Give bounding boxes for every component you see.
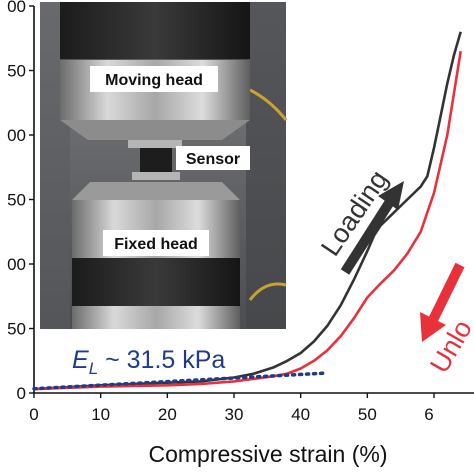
- x-tick-label: 50: [358, 405, 377, 424]
- series-layer: [32, 31, 462, 391]
- y-tick-label: 00: [7, 126, 26, 145]
- sensor-sample: [140, 148, 172, 172]
- loading-arrow: [340, 181, 404, 275]
- modulus-fit-line: [32, 371, 330, 391]
- y-tick-label: 0: [17, 384, 26, 403]
- y-tick-label: 00: [7, 255, 26, 274]
- fixed-head-band: [72, 258, 240, 306]
- modulus-symbol: E: [72, 346, 89, 374]
- fixed-head-label: Fixed head: [114, 236, 198, 253]
- moving-head-top-band: [60, 2, 250, 60]
- x-tick-label: 10: [91, 405, 110, 424]
- y-tick-label: 50: [7, 320, 26, 339]
- x-tick-label: 6: [424, 405, 433, 424]
- x-tick-label: 20: [158, 405, 177, 424]
- moving-head-label: Moving head: [105, 72, 203, 89]
- modulus-value: ~ 31.5 kPa: [98, 346, 225, 374]
- y-tick-label: 00: [7, 0, 26, 16]
- y-ticks: 0 50 00 50 00 50 00: [7, 0, 34, 403]
- y-tick-label: 50: [7, 191, 26, 210]
- modulus-annotation: EL ~ 31.5 kPa: [72, 346, 225, 378]
- loading-curve: [33, 31, 462, 391]
- unloading-arrow: [420, 262, 465, 342]
- inset-photo: Moving head Sensor Fixed head: [40, 2, 288, 329]
- sensor-label: Sensor: [186, 151, 240, 168]
- x-tick-label: 30: [225, 405, 244, 424]
- modulus-subscript: L: [89, 359, 98, 378]
- x-axis-title: Compressive strain (%): [149, 441, 388, 467]
- unloading-curve: [33, 50, 462, 391]
- x-ticks: 0 10 20 30 40 50 6: [29, 393, 435, 424]
- x-tick-label: 0: [29, 405, 38, 424]
- y-tick-label: 50: [7, 62, 26, 81]
- x-tick-label: 40: [291, 405, 310, 424]
